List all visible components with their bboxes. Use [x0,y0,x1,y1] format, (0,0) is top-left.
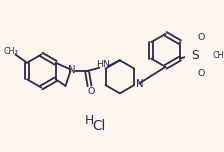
Text: Cl: Cl [93,119,106,133]
Text: S: S [191,49,198,62]
Text: O: O [198,33,205,42]
Text: CH₃: CH₃ [3,47,18,56]
Text: N: N [136,79,144,89]
Text: O: O [88,87,95,96]
Text: H: H [85,114,94,127]
Text: N: N [67,65,75,75]
Text: CH₃: CH₃ [212,51,224,60]
Text: HN: HN [96,60,110,69]
Text: O: O [198,69,205,78]
